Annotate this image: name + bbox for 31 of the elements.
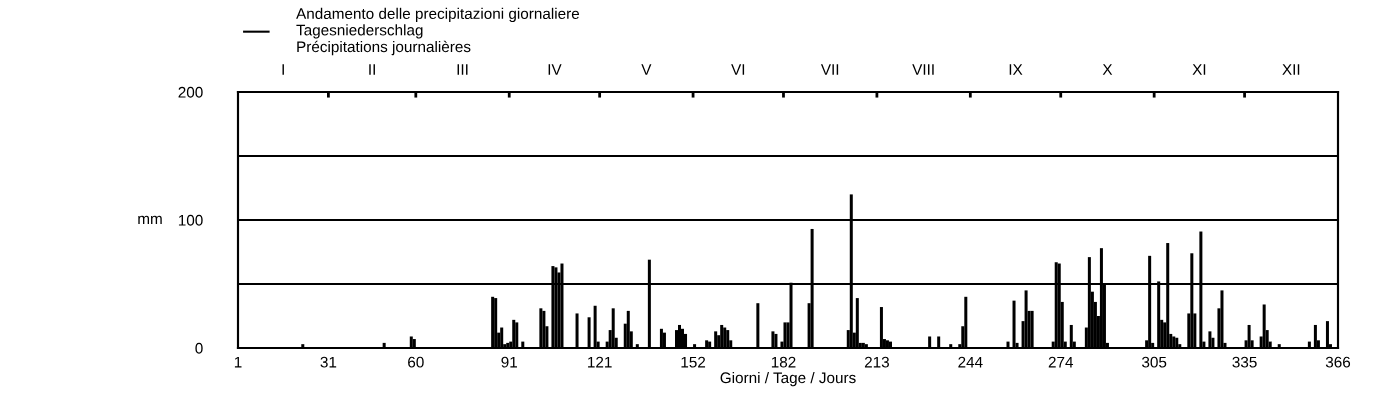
- x-tick-label: 244: [958, 356, 983, 368]
- text: VII: [820, 64, 839, 75]
- x-tick-label: 366: [1325, 356, 1351, 368]
- x-axis-title: Giorni / Tage / Jours: [720, 371, 856, 387]
- text: VIII: [912, 64, 934, 75]
- x-tick-label: 213: [864, 356, 889, 368]
- text: XI: [1192, 64, 1206, 75]
- x-tick-label: 274: [1048, 356, 1074, 368]
- text: VI: [731, 64, 745, 75]
- x-tick-label: 152: [681, 356, 706, 368]
- text: V: [641, 64, 652, 75]
- y-tick-label: 0: [195, 342, 203, 354]
- text: III: [457, 64, 468, 75]
- x-tick-label: 121: [588, 356, 612, 368]
- x-tick-label: 91: [501, 356, 517, 368]
- y-tick-label: 100: [178, 214, 203, 226]
- text: IV: [548, 64, 562, 75]
- y-tick-label: 200: [178, 86, 203, 98]
- y-axis-title: mm: [138, 215, 162, 224]
- x-tick-label: 305: [1142, 356, 1167, 368]
- x-tick-label: 31: [320, 356, 337, 368]
- legend-label: Andamento delle precipitazioni giornaliere Tagesniederschlag Précipitations journalières: [296, 7, 580, 56]
- x-tick-label: 182: [771, 356, 796, 368]
- text: IX: [1009, 64, 1023, 75]
- text: I: [282, 64, 284, 75]
- text: II: [369, 64, 375, 75]
- x-tick-label: 1: [234, 356, 242, 368]
- x-tick-label: 60: [408, 356, 424, 368]
- x-tick-label: 335: [1232, 356, 1257, 368]
- text: XII: [1282, 64, 1300, 75]
- text: X: [1102, 64, 1113, 75]
